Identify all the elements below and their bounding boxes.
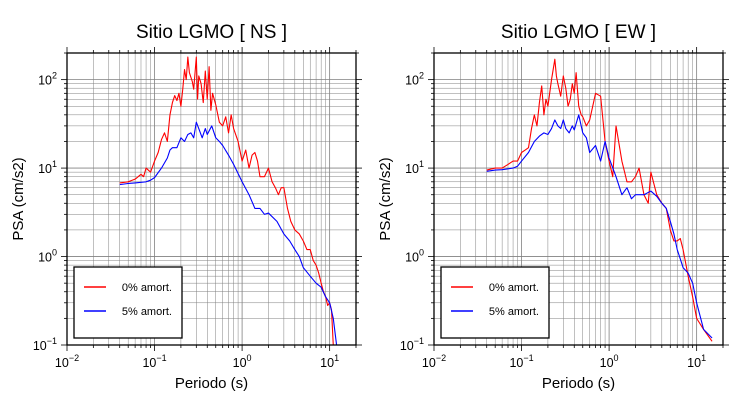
y-tick-label: 101 <box>405 159 424 176</box>
legend: 0% amort. 5% amort. <box>73 266 183 339</box>
legend-label: 0% amort. <box>122 282 172 294</box>
y-tick-label: 102 <box>405 71 424 88</box>
series-line-damped <box>486 114 713 339</box>
legend-label: 0% amort. <box>489 282 539 294</box>
chart-title: Sitio LGMO [ EW ] <box>501 22 656 43</box>
plot-frame <box>433 52 724 346</box>
legend-label: 5% amort. <box>489 306 539 318</box>
x-tick-label: 100 <box>600 353 619 370</box>
x-axis-label: Periodo (s) <box>175 375 248 392</box>
y-tick-label: 100 <box>38 248 57 265</box>
chart-panel-ew: Sitio LGMO [ EW ]10−2 10−1 100 10110−110010… <box>377 22 729 392</box>
x-tick-label: 100 <box>233 353 252 370</box>
plot-frame <box>66 52 357 346</box>
series-line-damped <box>119 121 346 346</box>
x-tick-label: 10−1 <box>509 353 533 370</box>
chart-panel-ns: Sitio LGMO [ NS ]10−2 10−1 100 10110−110010… <box>10 22 362 392</box>
legend-box <box>440 266 550 339</box>
legend: 0% amort. 5% amort. <box>440 266 550 339</box>
y-axis-label: PSA (cm/s2) <box>377 157 394 240</box>
y-tick-label: 10−1 <box>400 336 424 353</box>
x-tick-label: 10−1 <box>142 353 166 370</box>
chart-title: Sitio LGMO [ NS ] <box>136 22 287 43</box>
series-line-undamped <box>119 56 346 346</box>
y-tick-label: 102 <box>38 71 57 88</box>
y-tick-label: 101 <box>38 159 57 176</box>
y-tick-label: 100 <box>405 248 424 265</box>
legend-box <box>73 266 183 339</box>
x-tick-label: 10−2 <box>55 353 79 370</box>
x-tick-label: 101 <box>687 353 706 370</box>
y-tick-label: 10−1 <box>33 336 57 353</box>
grid <box>66 52 357 346</box>
legend-label: 5% amort. <box>122 306 172 318</box>
y-axis-label: PSA (cm/s2) <box>10 157 27 240</box>
x-tick-label: 101 <box>320 353 339 370</box>
x-axis-label: Periodo (s) <box>542 375 615 392</box>
x-tick-label: 10−2 <box>422 353 446 370</box>
